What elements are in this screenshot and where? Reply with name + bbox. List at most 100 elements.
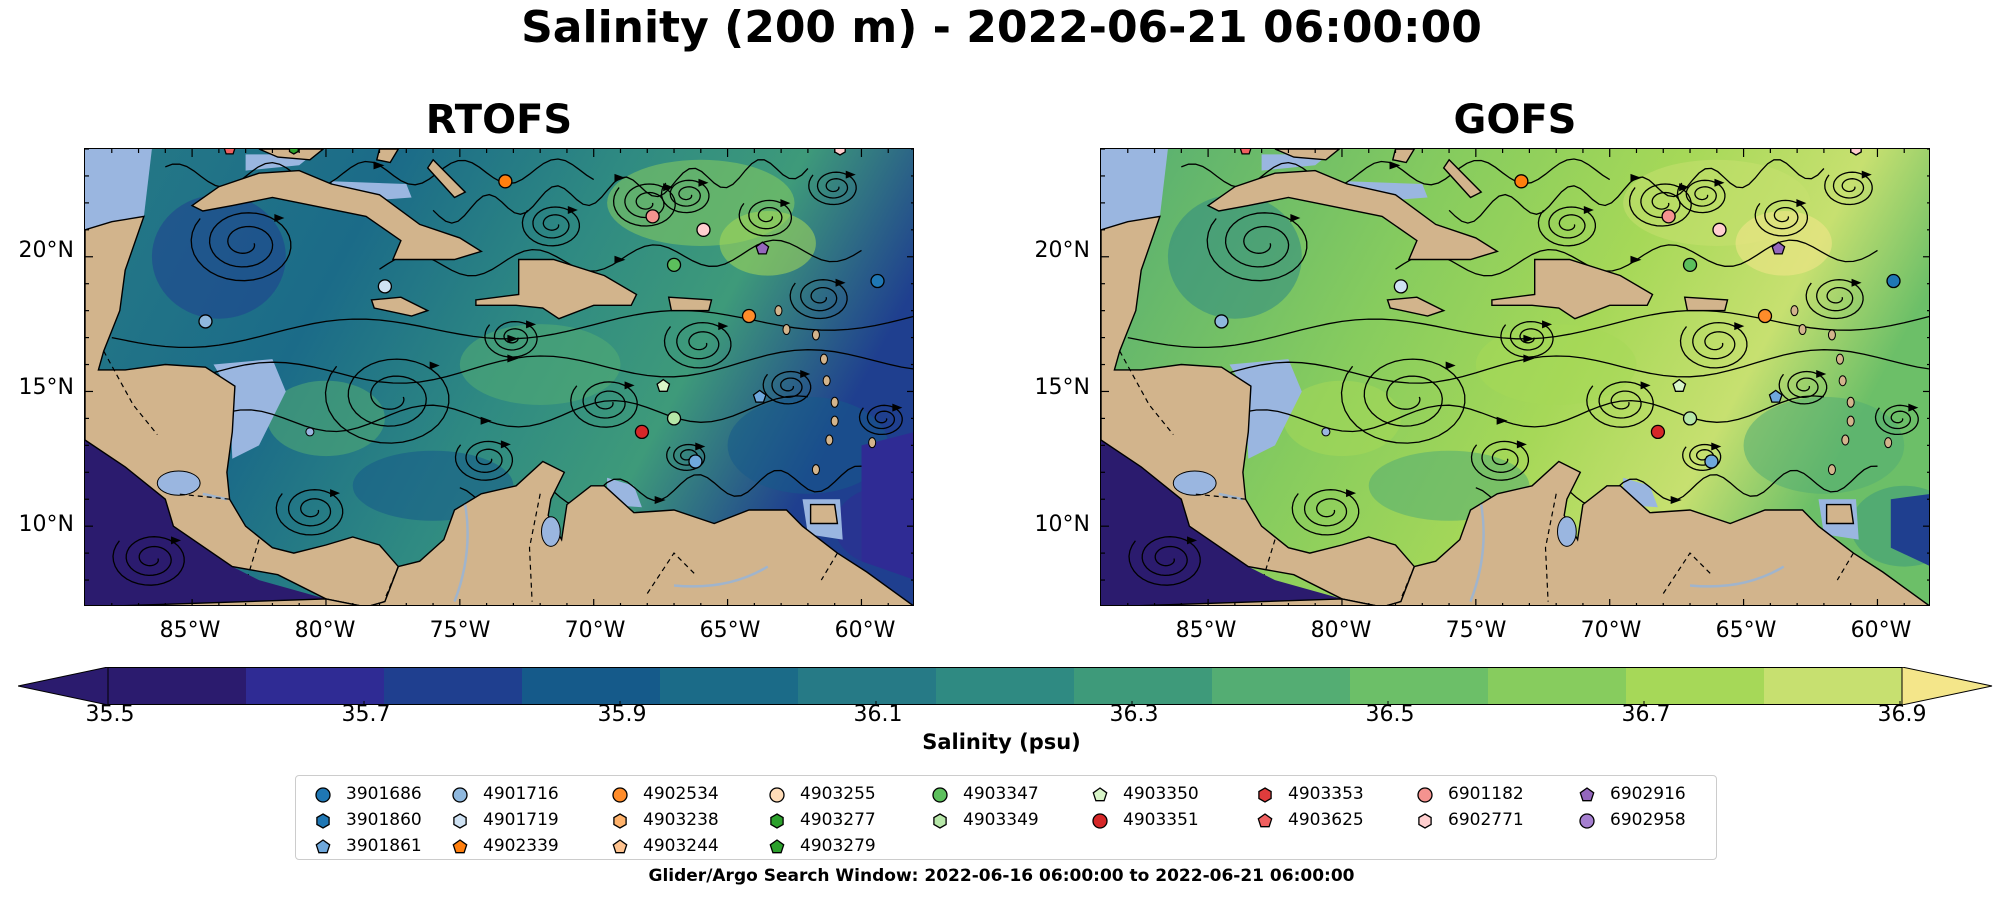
search-window-caption: Glider/Argo Search Window: 2022-06-16 06…: [648, 866, 1355, 886]
hexagon-marker-icon: [1418, 813, 1432, 829]
float-marker: [498, 174, 513, 189]
float-marker: [288, 149, 299, 155]
float-marker: [223, 149, 236, 155]
circle-marker-icon: [769, 787, 785, 803]
cbar-tick-36-9: 36.9: [1877, 702, 1927, 727]
legend-label: 4903351: [1123, 810, 1199, 830]
float-marker: [634, 424, 650, 440]
legend-label: 4903353: [1288, 784, 1364, 804]
float-marker: [870, 273, 885, 289]
gofs-xtick-2: 75°W: [1445, 618, 1507, 643]
gofs-xtick-3: 70°W: [1580, 618, 1642, 643]
river: [1218, 492, 1244, 501]
float-marker: [741, 308, 757, 324]
lesser-antilles: [774, 305, 877, 476]
hexagon-marker-icon: [933, 813, 947, 829]
rtofs-panel-title: RTOFS: [425, 97, 573, 143]
circle-marker-icon: [315, 787, 331, 803]
float-marker: [1393, 279, 1409, 294]
legend-label: 4903238: [643, 810, 719, 830]
frame-ticks: [1101, 149, 1929, 605]
float-marker: [1850, 149, 1862, 156]
float-marker: [1650, 424, 1666, 440]
legend-label: 4903347: [963, 784, 1039, 804]
pentagon-marker-icon: [315, 839, 331, 854]
lake: [541, 516, 561, 547]
rtofs-xtick-4: 65°W: [699, 618, 761, 643]
river: [673, 565, 769, 588]
cbar-tick-35-7: 35.7: [341, 702, 391, 727]
hexagon-marker-icon: [613, 813, 627, 829]
cbar-segment: [1350, 667, 1489, 705]
legend-label: 4901719: [483, 810, 559, 830]
salinity-patch: [1167, 194, 1302, 319]
circle-marker-icon: [1417, 787, 1433, 803]
salinity-patch: [1283, 380, 1401, 457]
circle-marker-icon: [1092, 813, 1108, 829]
legend-label: 4903244: [643, 836, 719, 856]
float-marker: [1704, 454, 1719, 469]
gofs-ytick-10n: 10°N: [1034, 512, 1090, 537]
float-markers: [1214, 174, 1901, 469]
atlantic-low-salinity: [1890, 494, 1929, 566]
borders: [1119, 350, 1854, 602]
pentagon-marker-icon: [1092, 787, 1108, 802]
legend-label: 6902771: [1448, 810, 1524, 830]
float-marker: [834, 149, 846, 156]
float-marker: [377, 279, 393, 294]
pentagon-marker-icon: [452, 839, 468, 854]
cbar-tick-35-5: 35.5: [85, 702, 135, 727]
pacific-ocean: [85, 440, 326, 605]
legend-label: 4903349: [963, 810, 1039, 830]
shelf: [1101, 149, 1168, 230]
float-markers: [198, 174, 885, 469]
lake: [1321, 427, 1331, 437]
lesser-antilles: [1790, 305, 1893, 476]
hexagon-marker-icon: [316, 813, 330, 829]
legend-label: 4903277: [800, 810, 876, 830]
rtofs-map: [84, 148, 914, 606]
legend: 3901686 3901860 3901861 4901716 4901719 49023…: [295, 775, 1717, 860]
float-marker: [696, 222, 711, 237]
hexagon-marker-icon: [453, 813, 467, 829]
pentagon-marker-icon: [1257, 813, 1273, 828]
lake: [156, 470, 201, 496]
lake: [1557, 516, 1577, 547]
rtofs-xtick-0: 85°W: [159, 618, 221, 643]
legend-label: 4903279: [800, 836, 876, 856]
float-marker: [198, 314, 213, 329]
colorbar-title: Salinity (psu): [922, 730, 1081, 754]
float-marker: [1757, 308, 1773, 324]
float-marker: [1768, 389, 1783, 403]
legend-label: 4902339: [483, 836, 559, 856]
float-marker: [1661, 209, 1676, 224]
river: [453, 504, 469, 603]
cbar-extend-high: [1901, 667, 1993, 705]
cbar-tick-36-3: 36.3: [1109, 702, 1159, 727]
float-marker: [666, 257, 682, 272]
legend-label: 6901182: [1448, 784, 1524, 804]
cbar-segment: [1626, 667, 1765, 705]
float-marker: [1771, 241, 1786, 255]
river: [1689, 565, 1785, 588]
legend-label: 3901861: [346, 836, 422, 856]
legend-label: 3901860: [346, 810, 422, 830]
pentagon-marker-icon: [612, 839, 628, 854]
cbar-tick-36-1: 36.1: [853, 702, 903, 727]
lake: [305, 427, 315, 437]
legend-label: 4901716: [483, 784, 559, 804]
gofs-xtick-5: 60°W: [1850, 618, 1912, 643]
circle-marker-icon: [932, 787, 948, 803]
cbar-segment: [384, 667, 523, 705]
rtofs-xtick-5: 60°W: [834, 618, 896, 643]
float-marker: [1886, 273, 1901, 289]
gofs-ytick-15n: 15°N: [1034, 375, 1090, 400]
legend-label: 4902534: [643, 784, 719, 804]
legend-label: 4903625: [1288, 810, 1364, 830]
pentagon-marker-icon: [1579, 787, 1595, 802]
cbar-segment: [1212, 667, 1351, 705]
salinity-patch: [267, 380, 385, 457]
atlantic-low-salinity: [861, 432, 913, 580]
gofs-xtick-4: 65°W: [1715, 618, 1777, 643]
streamlines: [1127, 158, 1929, 586]
